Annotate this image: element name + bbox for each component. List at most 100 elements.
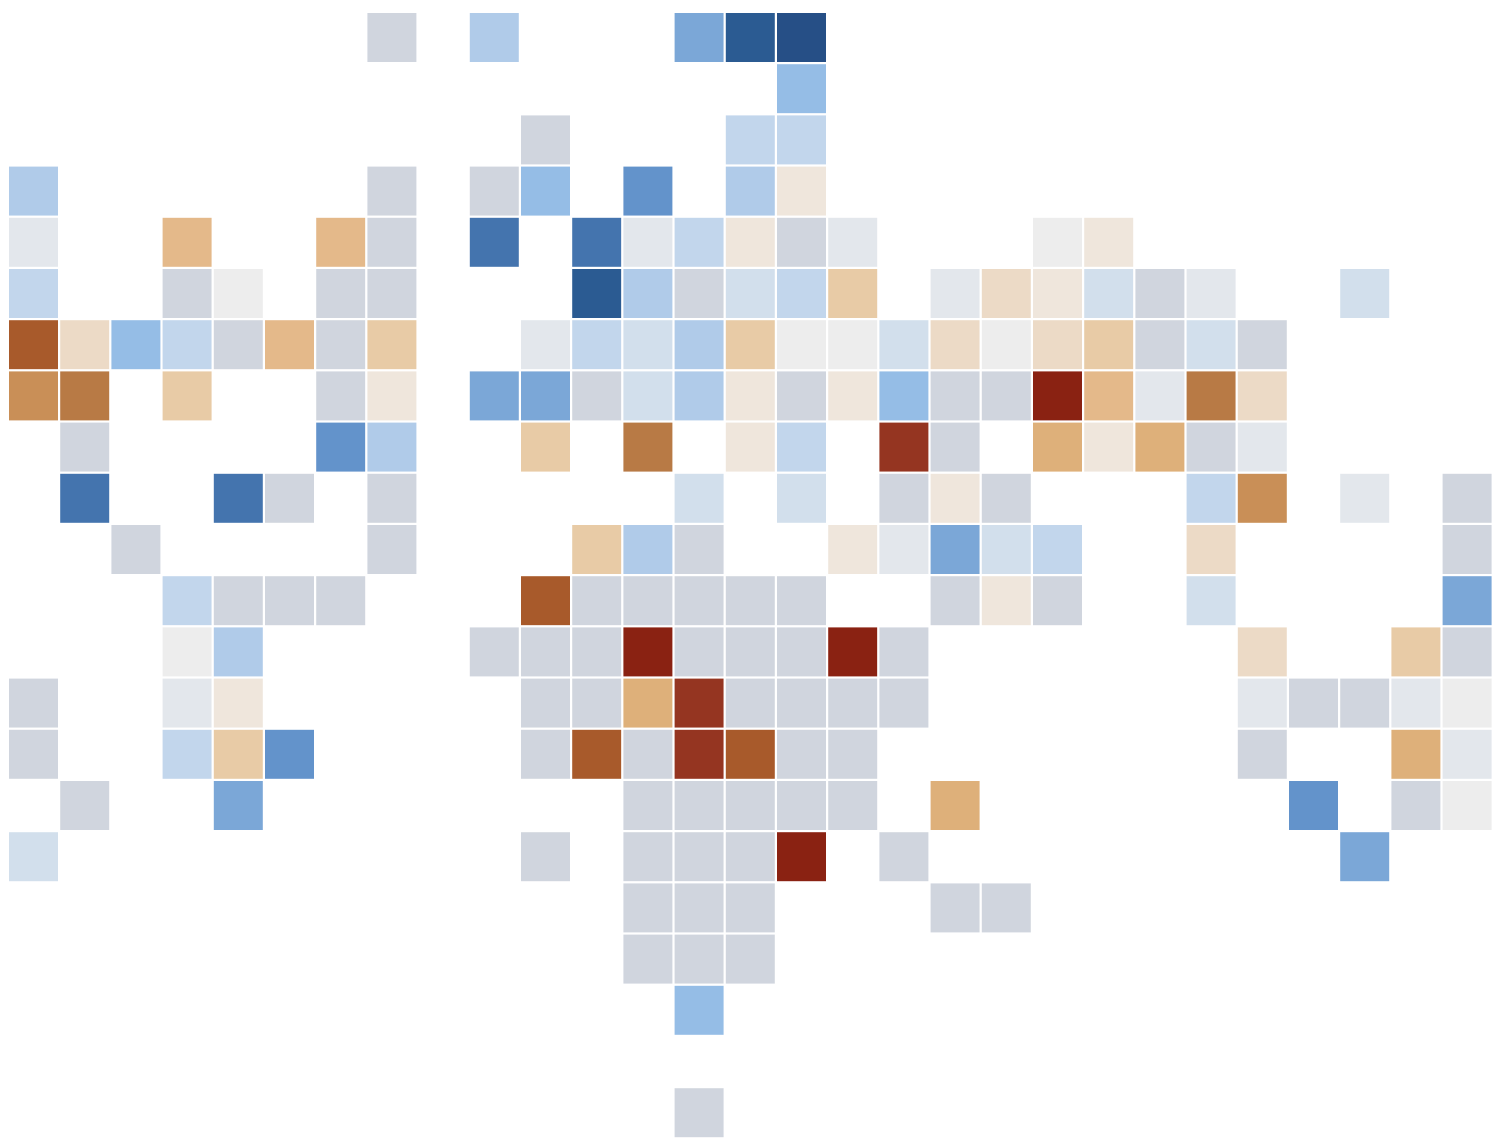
map-tile xyxy=(1133,420,1187,474)
map-tile xyxy=(775,11,828,64)
map-tile xyxy=(672,523,726,576)
map-tile xyxy=(519,318,572,372)
map-tile xyxy=(775,727,828,781)
map-tile xyxy=(826,523,880,576)
map-tile xyxy=(58,369,112,423)
map-tile xyxy=(519,625,572,679)
map-tile xyxy=(775,574,828,628)
map-tile xyxy=(672,932,726,986)
map-tile xyxy=(928,574,982,628)
map-tile xyxy=(7,164,60,218)
map-tile xyxy=(723,830,777,884)
map-tile xyxy=(467,11,521,64)
map-tile xyxy=(877,625,931,679)
map-tile xyxy=(672,11,726,64)
map-tile xyxy=(723,164,777,218)
map-tile xyxy=(365,164,419,218)
map-tile xyxy=(211,779,265,832)
map-tile xyxy=(519,727,572,781)
map-tile xyxy=(314,369,368,423)
map-tile xyxy=(826,267,880,320)
map-tile xyxy=(775,113,828,167)
map-tile xyxy=(979,318,1033,372)
map-tile xyxy=(775,779,828,832)
map-tile xyxy=(826,727,880,781)
map-tile xyxy=(723,11,777,64)
map-tile xyxy=(211,318,265,372)
map-tile xyxy=(672,676,726,730)
map-tile xyxy=(160,215,214,269)
map-tile xyxy=(621,779,675,832)
map-tile xyxy=(621,523,675,576)
map-tile xyxy=(7,727,60,781)
map-tile xyxy=(519,420,572,474)
map-tile xyxy=(723,369,777,423)
map-tile xyxy=(672,1086,726,1140)
map-tile xyxy=(621,420,675,474)
map-tile xyxy=(1082,369,1136,423)
map-tile xyxy=(365,318,419,372)
map-tile xyxy=(1133,369,1187,423)
map-tile xyxy=(621,676,675,730)
map-tile xyxy=(1031,523,1084,576)
map-tile xyxy=(160,267,214,320)
map-tile xyxy=(109,523,163,576)
map-tile xyxy=(1440,523,1494,576)
map-tile xyxy=(621,267,675,320)
map-tile xyxy=(621,830,675,884)
map-tile xyxy=(928,881,982,935)
map-tile xyxy=(1031,574,1084,628)
map-tile xyxy=(877,318,931,372)
map-tile xyxy=(160,574,214,628)
map-tile xyxy=(467,215,521,269)
map-tile xyxy=(826,215,880,269)
map-tile xyxy=(826,318,880,372)
map-tile xyxy=(723,318,777,372)
map-tile xyxy=(365,11,419,64)
map-tile xyxy=(877,420,931,474)
map-tile xyxy=(314,318,368,372)
map-tile xyxy=(467,164,521,218)
map-tile xyxy=(7,318,60,372)
map-tile xyxy=(775,62,828,116)
map-tile xyxy=(365,471,419,525)
map-tile xyxy=(775,676,828,730)
map-tile xyxy=(723,574,777,628)
map-tile xyxy=(979,471,1033,525)
map-tile xyxy=(1082,318,1136,372)
map-tile xyxy=(1440,625,1494,679)
map-tile xyxy=(723,779,777,832)
map-tile xyxy=(314,420,368,474)
map-tile xyxy=(826,676,880,730)
map-tile xyxy=(1031,267,1084,320)
map-tile xyxy=(1440,574,1494,628)
map-tile xyxy=(1338,471,1392,525)
map-tile xyxy=(570,215,624,269)
map-tile xyxy=(928,420,982,474)
map-tile xyxy=(1389,676,1443,730)
map-tile xyxy=(672,471,726,525)
map-tile xyxy=(672,779,726,832)
map-tile xyxy=(211,625,265,679)
map-tile xyxy=(1031,369,1084,423)
map-tile xyxy=(723,215,777,269)
map-tile xyxy=(723,113,777,167)
map-tile xyxy=(211,727,265,781)
map-tile xyxy=(160,369,214,423)
map-tile xyxy=(1184,318,1238,372)
map-tile xyxy=(672,727,726,781)
map-tile xyxy=(263,727,316,781)
map-tile xyxy=(826,779,880,832)
map-tile xyxy=(1235,369,1289,423)
map-tile xyxy=(775,164,828,218)
map-tile xyxy=(160,727,214,781)
map-tile xyxy=(672,215,726,269)
map-tile xyxy=(1235,676,1289,730)
map-tile xyxy=(314,574,368,628)
map-tile xyxy=(1031,215,1084,269)
map-tile xyxy=(7,830,60,884)
map-tile xyxy=(928,267,982,320)
map-tile xyxy=(621,574,675,628)
map-tile xyxy=(672,574,726,628)
